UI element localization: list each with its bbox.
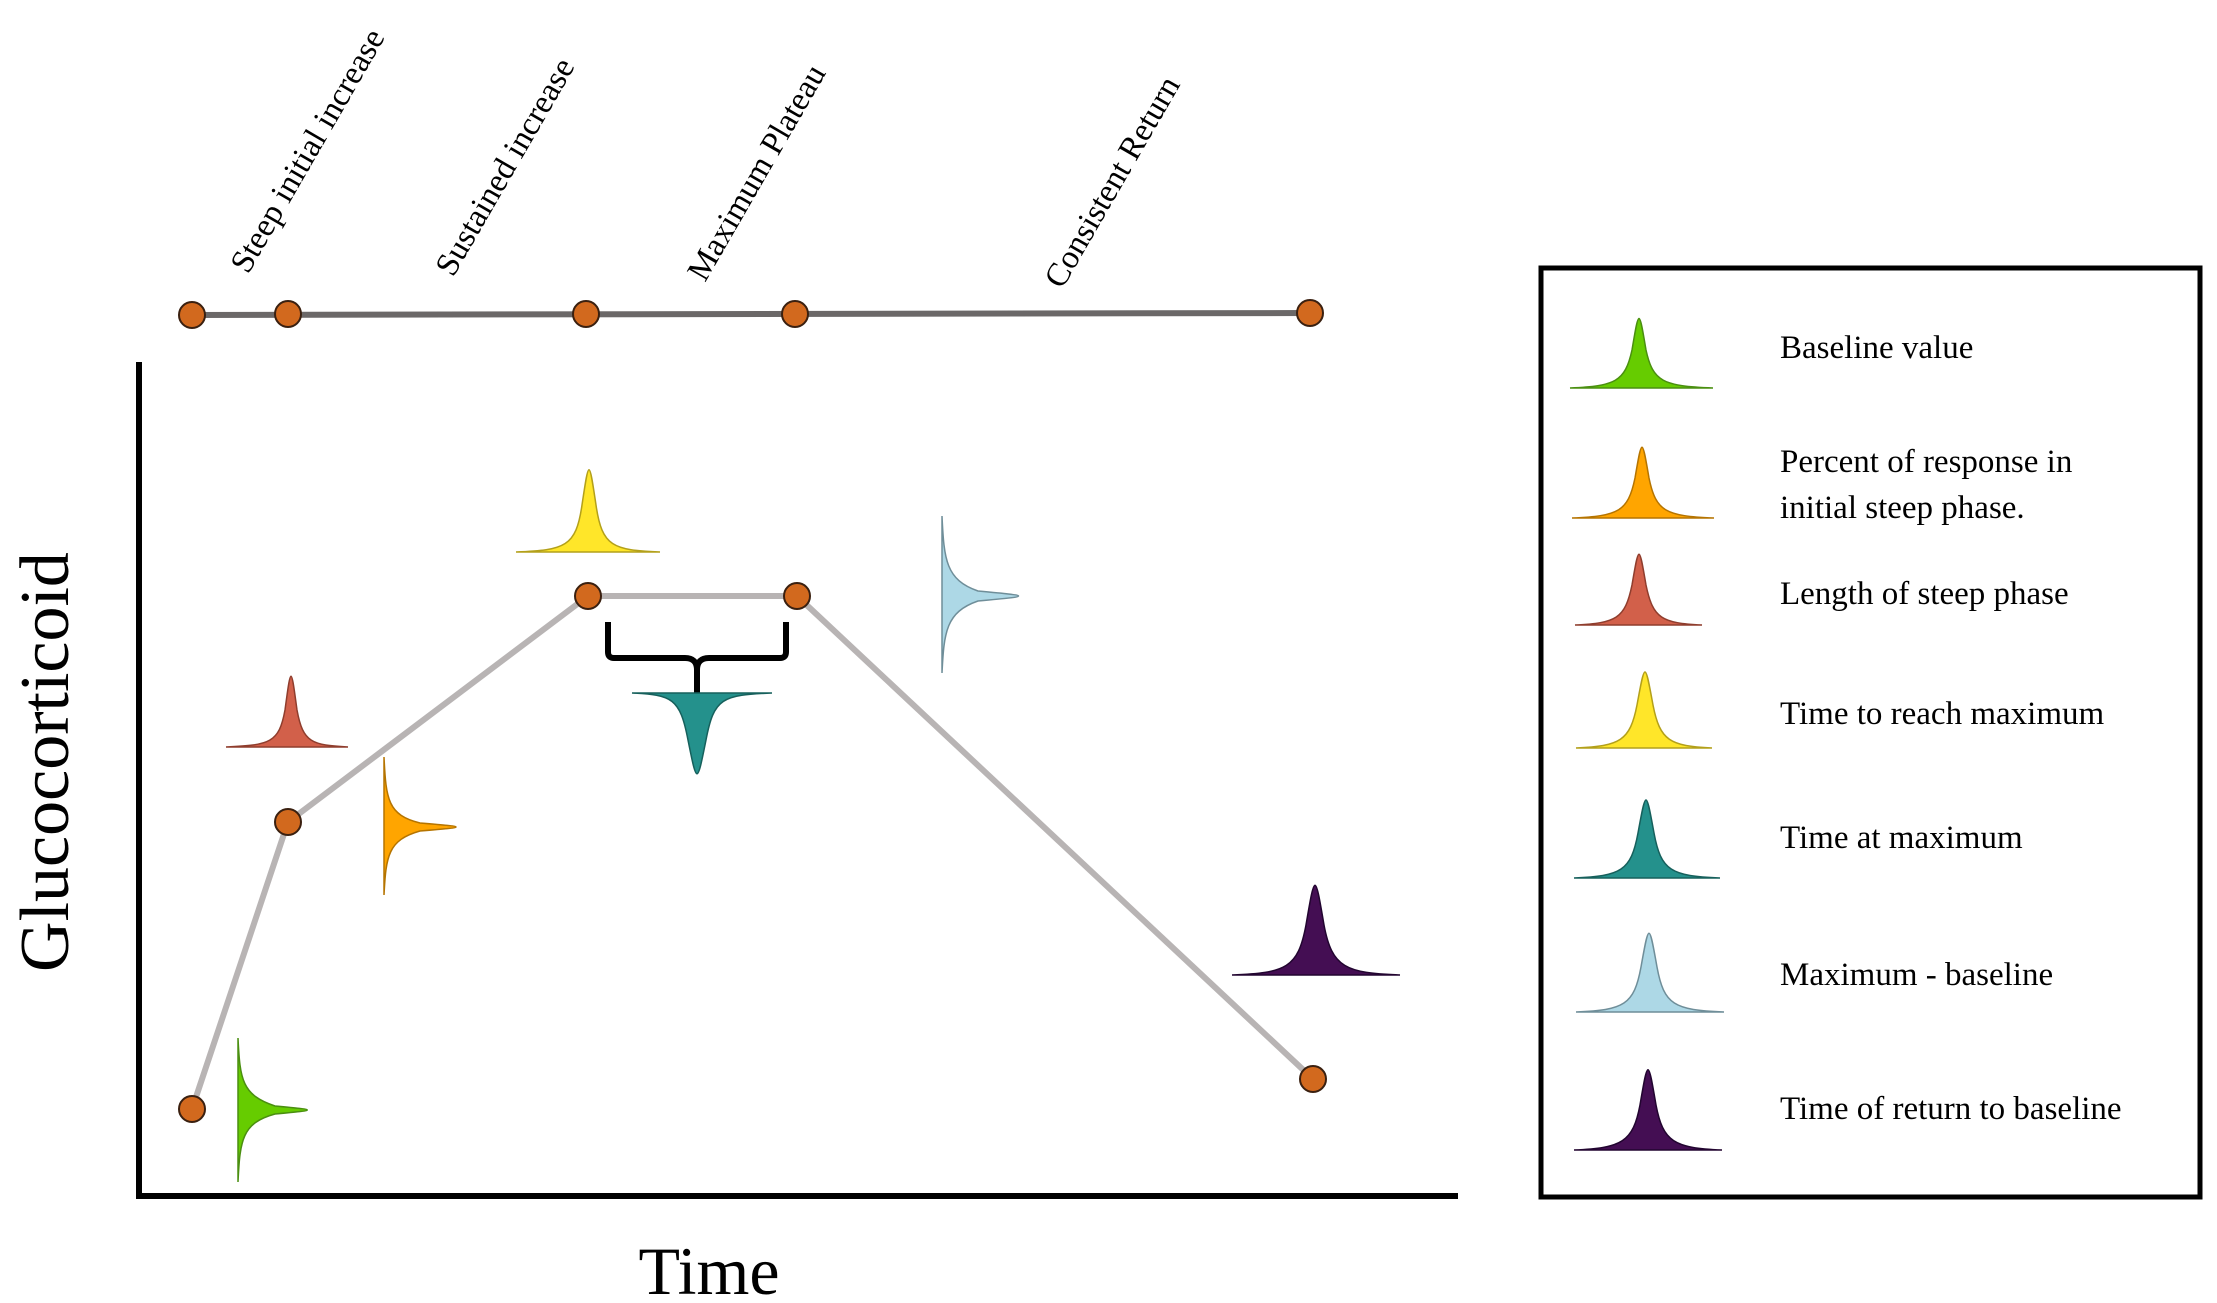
legend-icon-time-max xyxy=(1575,671,1713,749)
curve-point-steep-end xyxy=(274,808,302,836)
distribution-length xyxy=(225,675,349,748)
timeline-point xyxy=(781,300,809,328)
curve-line xyxy=(189,593,1316,1110)
legend-icon-length xyxy=(1574,553,1703,626)
timeline-point xyxy=(178,301,206,329)
curve-point-max-end xyxy=(783,582,811,610)
legend-label-time-at-max: Time at maximum xyxy=(1780,820,2023,856)
x-axis-title: Time xyxy=(638,1233,779,1303)
legend-label-percent-line2: initial steep phase. xyxy=(1780,490,2025,526)
legend-icon-max-baseline xyxy=(1575,932,1725,1013)
phase-label-maximum-plateau: Maximum Plateau xyxy=(681,59,834,287)
legend-icon-baseline xyxy=(1569,317,1714,389)
distribution-baseline xyxy=(237,1037,308,1183)
legend-label-max-baseline: Maximum - baseline xyxy=(1780,957,2053,993)
phase-labels: Steep initial increase Sustained increas… xyxy=(224,23,1188,294)
legend-label-baseline: Baseline value xyxy=(1780,330,1973,366)
legend-label-length: Length of steep phase xyxy=(1780,576,2069,612)
legend-label-return: Time of return to baseline xyxy=(1780,1091,2122,1127)
phase-label-steep-initial: Steep initial increase xyxy=(224,23,393,279)
timeline-point xyxy=(572,300,600,328)
distribution-max-baseline xyxy=(941,515,1019,674)
curve-point-baseline xyxy=(178,1095,206,1123)
timeline-line xyxy=(191,310,1311,318)
legend-label-time-max: Time to reach maximum xyxy=(1780,696,2104,732)
distribution-return xyxy=(1231,884,1401,976)
distribution-percent xyxy=(383,756,457,896)
timeline-point xyxy=(274,300,302,328)
y-axis-title: Glucocorticoid xyxy=(7,552,84,972)
timeline-point xyxy=(1296,299,1324,327)
phase-label-sustained: Sustained increase xyxy=(429,52,583,282)
axes xyxy=(136,362,1458,1199)
response-curve xyxy=(178,582,1327,1123)
phase-timeline xyxy=(178,299,1324,329)
distribution-time-max xyxy=(515,469,661,553)
phase-label-consistent-return: Consistent Return xyxy=(1038,70,1188,294)
curve-point-max-start xyxy=(574,582,602,610)
legend-icon-return xyxy=(1573,1069,1723,1151)
plateau-bracket xyxy=(605,622,789,694)
distributions xyxy=(225,469,1401,1183)
legend-label-percent-line1: Percent of response in xyxy=(1780,444,2072,480)
distribution-time-at-max xyxy=(631,692,773,775)
legend: Baseline value Percent of response in in… xyxy=(1538,265,2203,1200)
legend-icon-percent xyxy=(1571,446,1715,519)
curve-point-return xyxy=(1299,1065,1327,1093)
legend-icon-time-at-max xyxy=(1573,799,1721,879)
